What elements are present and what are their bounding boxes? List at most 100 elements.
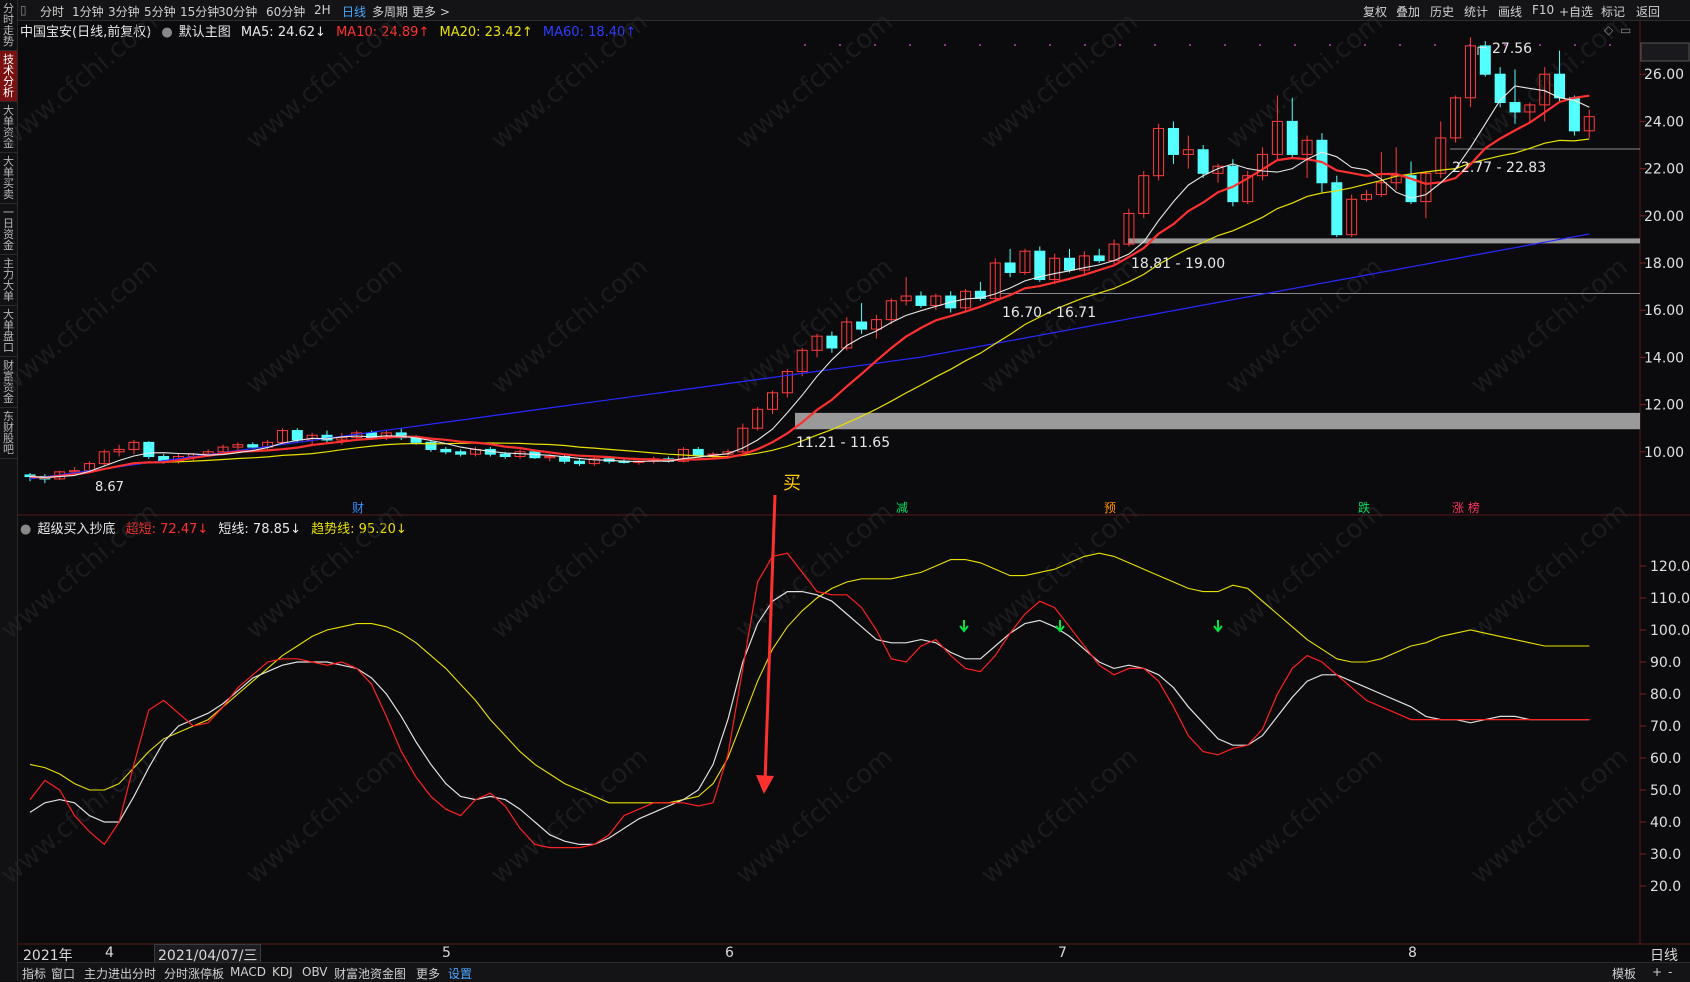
ma60-value: MA60: 18.40↑ (542, 25, 637, 40)
period-tab-6[interactable]: 60分钟 (266, 5, 306, 19)
bottom-right-button-0[interactable]: 模板 (1612, 967, 1637, 981)
watermark-text: www.cfchi.com (0, 742, 164, 890)
candle-body (380, 432, 392, 439)
indicator-tick-label: 80.0 (1650, 687, 1681, 703)
bottom-tab-8[interactable]: 更多 (416, 967, 441, 981)
bottom-tab-0[interactable]: 指标 (22, 967, 47, 981)
toolbar-button-5[interactable]: F10 (1532, 3, 1555, 17)
high-pointer-icon (1477, 46, 1488, 55)
candle (811, 333, 823, 358)
candle (900, 277, 912, 306)
bottom-tab-5[interactable]: KDJ (272, 965, 293, 979)
signal-down-arrow-icon (1055, 620, 1065, 633)
candle (1450, 95, 1462, 143)
bottom-tab-7[interactable]: 财富池资金图 (334, 967, 407, 981)
sidebar-item-2[interactable]: 大单资金 (0, 102, 17, 153)
watermark-text: www.cfchi.com (1220, 252, 1389, 400)
candle-body (1405, 175, 1417, 203)
candle-body (1390, 175, 1402, 184)
candle-body (1435, 137, 1447, 174)
candle-body (113, 448, 125, 453)
toolbar-button-1[interactable]: 叠加 (1396, 5, 1421, 19)
candle (24, 473, 36, 482)
candle-body (54, 471, 66, 480)
candle-body (366, 432, 378, 439)
price-tick-label: 24.00 (1644, 114, 1684, 130)
bottom-right-button-1[interactable]: + (1652, 965, 1663, 979)
period-tab-9[interactable]: 多周期 (372, 5, 409, 19)
period-tab-2[interactable]: 3分钟 (108, 5, 140, 19)
dot-marker (1504, 44, 1506, 46)
bottom-tab-1[interactable]: 窗口 (51, 967, 76, 981)
watermark-text: www.cfchi.com (240, 742, 409, 890)
sidebar-item-8[interactable]: 东财股吧 (0, 408, 17, 459)
bottom-tab-3[interactable]: 分时涨停板 (164, 967, 225, 981)
period-tab-8[interactable]: 日线 (342, 5, 367, 19)
candle-body (24, 474, 36, 478)
sidebar-item-3[interactable]: 大单买卖 (0, 153, 17, 204)
candle-body (499, 453, 511, 458)
candle (544, 454, 556, 462)
dot-marker (944, 44, 946, 46)
date-month-6: 6 (725, 945, 734, 961)
bottom-tab-9[interactable]: 设置 (448, 967, 473, 981)
candle-body (98, 451, 110, 465)
candle-body (1034, 250, 1046, 281)
period-tab-10[interactable]: 更多 > (412, 5, 450, 19)
period-tab-0[interactable]: 分时 (40, 5, 65, 19)
template-toggle-icon[interactable]: ● (161, 25, 173, 40)
toolbar-button-2[interactable]: 历史 (1430, 5, 1455, 19)
dot-marker (839, 44, 841, 46)
period-toolbar: ▯ 分时 1分钟 3分钟 5分钟 15分钟 30分钟 60分钟 2H 日线 多周期 更多 > 复权 叠加… (18, 0, 1690, 21)
bottom-tab-4[interactable]: MACD (230, 965, 266, 979)
candle-body (69, 470, 81, 473)
candle-body (514, 451, 526, 458)
candle (470, 447, 481, 457)
template-name[interactable]: 默认主图 (178, 25, 231, 40)
candle-body (1078, 255, 1090, 271)
toolbar-button-7[interactable]: 标记 (1601, 5, 1626, 19)
candle-body (1093, 255, 1105, 262)
date-month-5: 5 (442, 945, 451, 961)
dot-marker (1294, 44, 1296, 46)
toolbar-button-3[interactable]: 统计 (1464, 5, 1489, 19)
period-tab-4[interactable]: 15分钟 (180, 5, 220, 19)
dot-marker (874, 44, 876, 46)
toolbar-button-4[interactable]: 画线 (1498, 5, 1523, 19)
sidebar-item-4[interactable]: 一日资金 (0, 204, 17, 255)
period-tab-5[interactable]: 30分钟 (218, 5, 258, 19)
indicator-toggle-icon[interactable]: ● (20, 522, 32, 537)
toolbar-button-6[interactable]: +自选 (1559, 5, 1594, 19)
expand-icon[interactable]: ▯ (20, 3, 27, 17)
candle-body (158, 456, 170, 462)
bottom-right-button-2[interactable]: - (1668, 965, 1673, 979)
candle (930, 293, 942, 311)
sidebar-item-0[interactable]: 分时走势 (0, 0, 17, 51)
window-icon: ▭ (1620, 23, 1631, 37)
sidebar-item-7[interactable]: 财富资金 (0, 357, 17, 408)
candle-body (811, 335, 823, 351)
bottom-tab-6[interactable]: OBV (302, 965, 328, 979)
indicator-name[interactable]: 超级买入抄底 (37, 522, 116, 537)
sidebar-item-1[interactable]: 技术分析 (0, 51, 17, 102)
left-sidebar: 分时走势 技术分析 大单资金 大单买卖 一日资金 主力大单 大单盘口 财富资金 东财股吧 (0, 0, 18, 981)
candle (113, 444, 125, 457)
date-month-7: 7 (1058, 945, 1067, 961)
indicator-tick-label: 100.0 (1650, 623, 1690, 639)
dot-marker (1154, 44, 1156, 46)
candle-body (336, 437, 348, 441)
bottom-tab-2[interactable]: 主力进出分时 (84, 967, 157, 981)
candle-body (291, 430, 303, 441)
candle (499, 451, 511, 459)
toolbar-button-0[interactable]: 复权 (1363, 5, 1388, 19)
toolbar-button-8[interactable]: 返回 (1636, 5, 1661, 19)
period-tab-7[interactable]: 2H (314, 3, 331, 17)
candle-body (544, 456, 556, 459)
candle-body (1420, 172, 1432, 203)
period-label: 日线 (1650, 948, 1678, 964)
sidebar-item-6[interactable]: 大单盘口 (0, 306, 17, 357)
period-tab-1[interactable]: 1分钟 (72, 5, 104, 19)
sidebar-item-5[interactable]: 主力大单 (0, 255, 17, 306)
period-tab-3[interactable]: 5分钟 (144, 5, 176, 19)
